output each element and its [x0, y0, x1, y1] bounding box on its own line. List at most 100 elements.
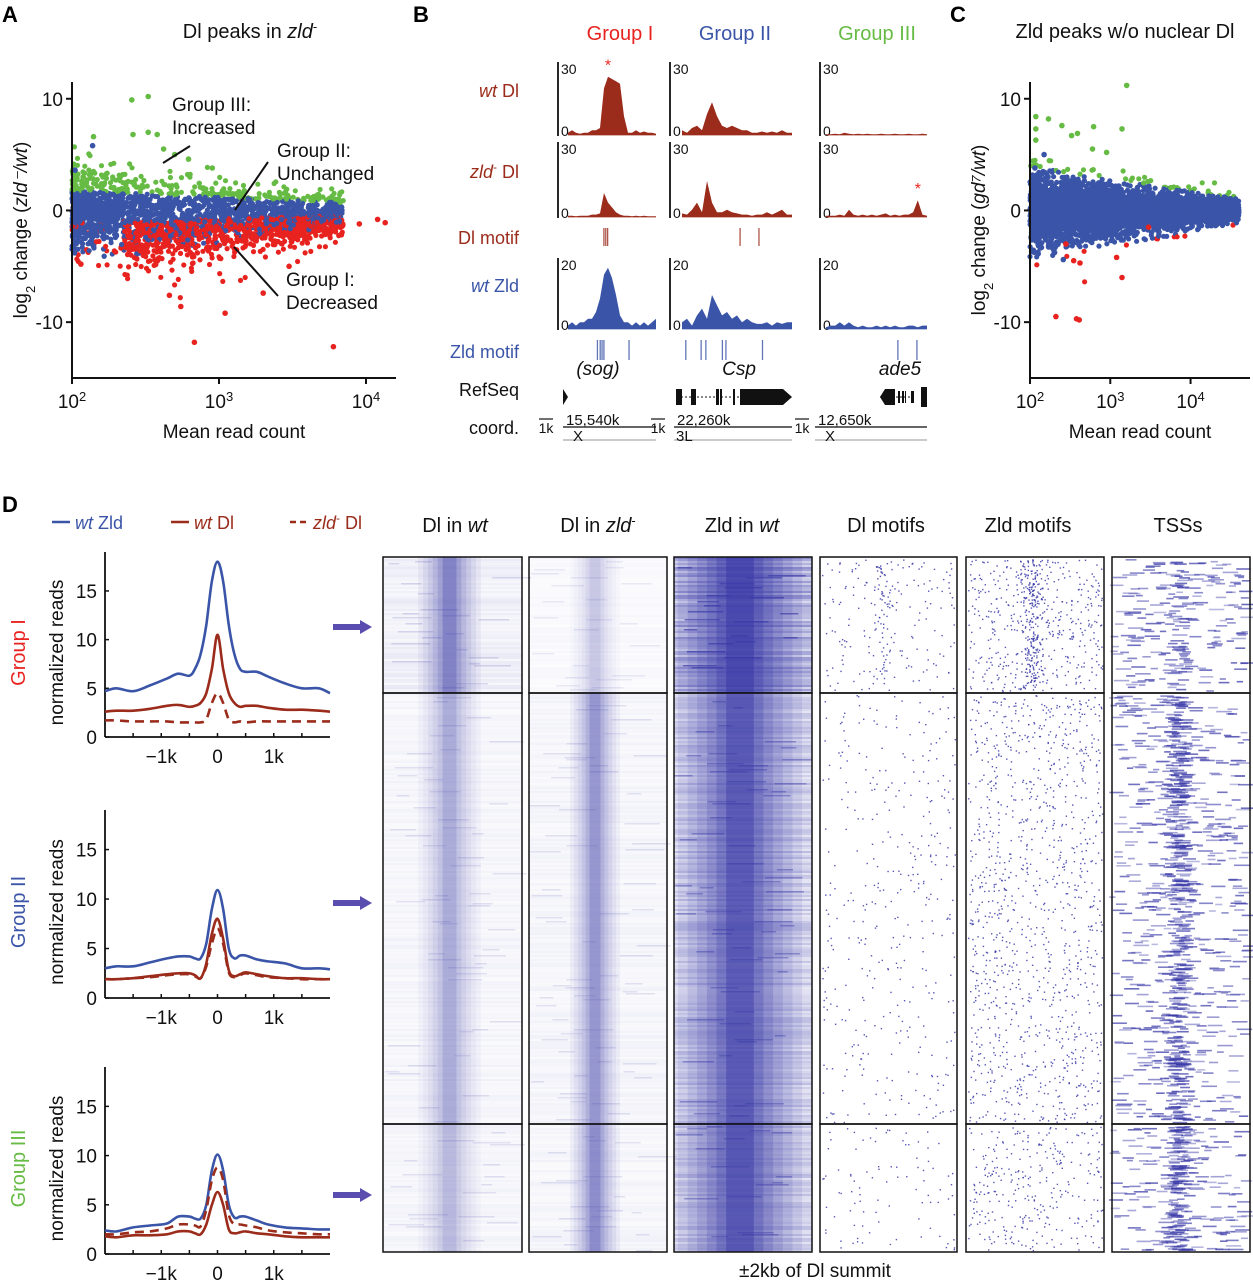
data-point: [287, 209, 293, 215]
data-point: [145, 249, 151, 255]
data-point: [338, 231, 344, 238]
data-point: [126, 244, 132, 250]
data-point-outlier: [185, 156, 192, 162]
data-point: [131, 182, 137, 188]
data-point: [242, 274, 248, 281]
data-point: [214, 203, 220, 210]
data-point: [313, 232, 319, 238]
data-point: [187, 222, 193, 228]
data-point: [175, 245, 181, 251]
data-point: [135, 229, 141, 235]
data-point: [225, 202, 231, 208]
data-point: [191, 201, 197, 208]
data-point: [291, 234, 297, 241]
data-point: [311, 193, 317, 199]
x-tick-label: 103: [205, 389, 233, 414]
data-point: [200, 248, 206, 254]
data-point: [227, 186, 233, 192]
track-y-max-label: 30: [673, 141, 689, 157]
data-point: [319, 194, 325, 200]
data-point: [203, 232, 209, 238]
annotation-line: [233, 246, 279, 297]
data-point: [285, 219, 292, 226]
data-point: [247, 241, 254, 247]
data-point: [120, 192, 126, 198]
track-y-min-label: 0: [823, 123, 831, 139]
data-point-outlier: [129, 97, 135, 103]
x-tick-label: 104: [352, 389, 380, 414]
y-tick-label: 0: [52, 201, 63, 222]
chromosome-label: X: [573, 428, 583, 445]
data-point: [75, 201, 81, 207]
data-point: [168, 259, 174, 265]
data-point: [1090, 167, 1096, 173]
data-point: [160, 241, 166, 247]
data-point: [86, 248, 92, 254]
data-point: [74, 155, 81, 161]
data-point: [86, 167, 92, 173]
data-point: [195, 243, 201, 249]
data-point: [245, 197, 252, 203]
data-point: [217, 271, 223, 277]
track-y-min-label: 0: [823, 317, 831, 333]
track-label: wt Dl: [479, 81, 519, 101]
data-point: [140, 184, 146, 190]
data-point: [125, 211, 131, 217]
data-point: [1149, 235, 1155, 241]
data-point: [223, 238, 229, 244]
gene-model: [563, 389, 568, 405]
data-point: [301, 195, 307, 201]
data-point: [201, 240, 207, 246]
data-point: [202, 189, 208, 195]
data-point: [225, 210, 231, 216]
data-point: [152, 217, 158, 223]
data-point: [279, 216, 285, 222]
data-point: [93, 181, 99, 187]
track-y-min-label: 0: [673, 317, 681, 333]
data-point: [291, 202, 297, 209]
data-point-outlier: [222, 310, 228, 317]
data-point: [271, 222, 277, 228]
data-point: [178, 224, 184, 231]
data-point: [177, 295, 183, 301]
data-point: [217, 232, 224, 239]
data-point: [171, 222, 177, 228]
data-point-outlier: [113, 232, 120, 238]
data-point: [1096, 243, 1102, 249]
data-point: [276, 206, 282, 212]
track-y-max-label: 20: [561, 257, 577, 273]
data-point: [207, 244, 213, 250]
data-point: [327, 208, 333, 214]
data-point: [122, 228, 128, 234]
data-point: [230, 191, 236, 197]
data-point: [74, 191, 80, 197]
data-point-outlier: [286, 263, 292, 270]
data-point: [302, 250, 308, 256]
data-point: [87, 153, 93, 159]
data-point: [262, 235, 268, 241]
data-point: [226, 217, 232, 223]
data-point: [128, 200, 134, 206]
data-point: [304, 240, 311, 246]
data-point: [268, 216, 274, 222]
data-point: [197, 211, 203, 218]
data-point: [145, 258, 151, 264]
gene-exon: [691, 389, 696, 405]
data-point: [125, 233, 131, 239]
scale-bar-label: 1k: [651, 420, 667, 436]
gene-exon: [740, 389, 792, 405]
data-point: [271, 209, 277, 215]
data-point: [102, 180, 108, 186]
data-point: [275, 249, 281, 255]
data-point: [1082, 279, 1088, 285]
data-point: [96, 262, 102, 269]
data-point: [195, 218, 201, 224]
data-point: [112, 213, 118, 219]
data-point: [188, 215, 195, 221]
data-point: [164, 201, 170, 207]
data-point: [255, 181, 261, 187]
data-point: [100, 234, 106, 240]
data-point: [149, 193, 155, 199]
